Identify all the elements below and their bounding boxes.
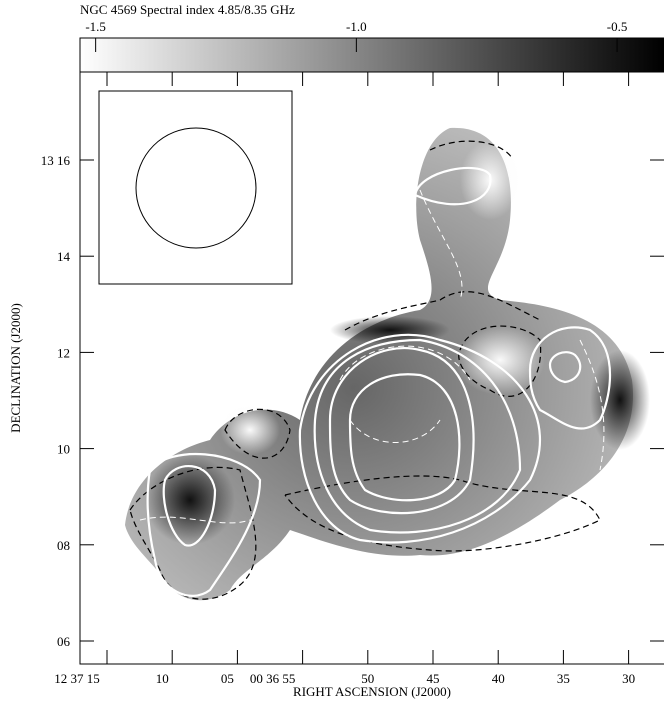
colorbar-tick-label: -0.5 (607, 19, 628, 34)
x-tick-label: 10 (156, 671, 169, 686)
colorbar (79, 37, 664, 73)
y-tick-label: 12 (57, 345, 70, 360)
y-tick-label: 10 (57, 442, 70, 457)
x-tick-label: 45 (427, 671, 440, 686)
x-tick-label: 05 (221, 671, 234, 686)
plot-frame (79, 71, 664, 665)
x-tick-label: 12 37 15 (54, 671, 100, 686)
x-tick-label: 50 (361, 671, 374, 686)
y-tick-label: 08 (57, 538, 70, 553)
beam (135, 127, 257, 249)
colorbar-tick-label: -1.5 (85, 19, 106, 34)
y-tick-label: 14 (57, 249, 71, 264)
beam-box (98, 90, 293, 285)
y-axis-label: DECLINATION (J2000) (8, 303, 23, 433)
x-tick-label: 00 36 55 (250, 671, 296, 686)
x-tick-label: 30 (622, 671, 635, 686)
colorbar-tick-label: -1.0 (346, 19, 367, 34)
x-tick-label: 40 (492, 671, 505, 686)
y-tick-label: 06 (57, 634, 71, 649)
x-axis-label: RIGHT ASCENSION (J2000) (293, 684, 451, 699)
y-tick-label: 13 16 (41, 153, 71, 168)
map (125, 127, 650, 601)
title: NGC 4569 Spectral index 4.85/8.35 GHz (80, 2, 295, 17)
x-tick-label: 35 (557, 671, 570, 686)
